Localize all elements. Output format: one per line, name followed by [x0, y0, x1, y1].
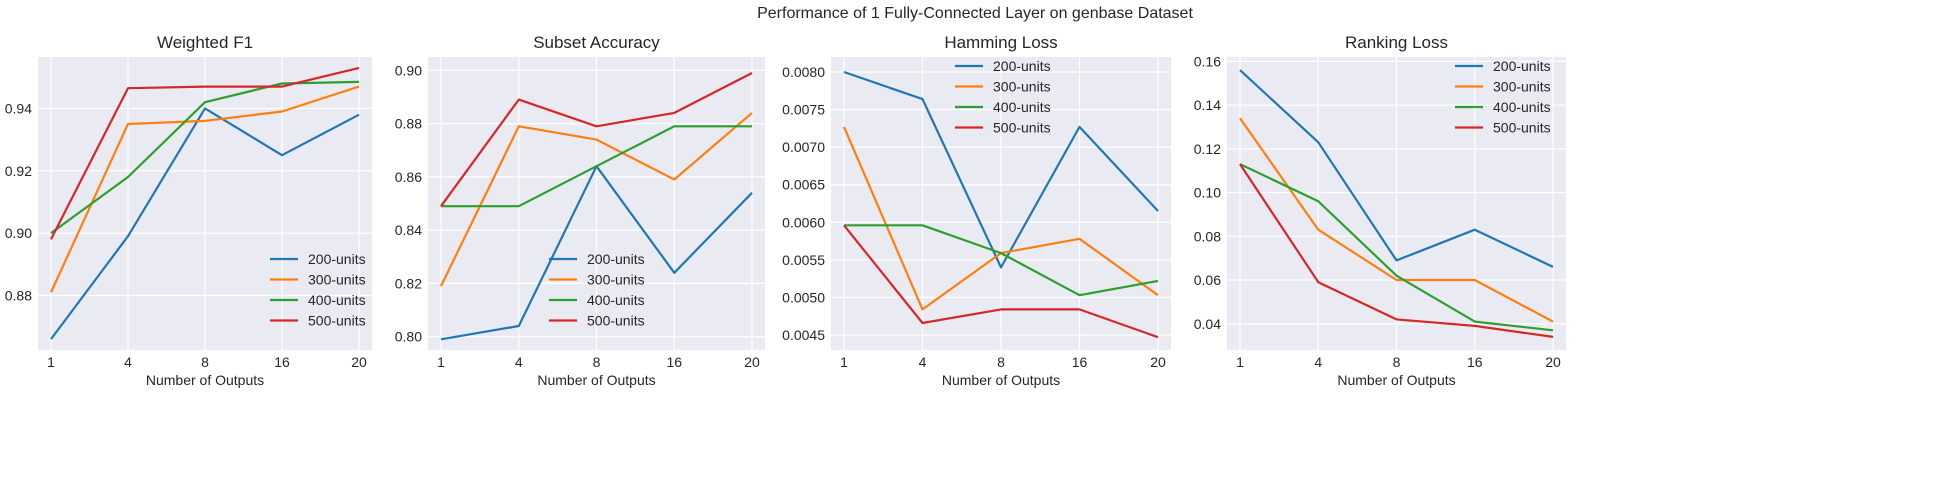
y-tick-label: 0.06 — [1194, 272, 1221, 288]
legend-entry: 500-units — [1493, 120, 1551, 136]
series-line-300-units — [49, 85, 360, 293]
legend-entry: 200-units — [993, 58, 1051, 74]
legend-entry: 400-units — [308, 292, 366, 308]
y-tick-label: 0.16 — [1194, 53, 1221, 69]
legend-entry: 300-units — [308, 272, 366, 288]
y-tick-label: 0.0075 — [782, 102, 825, 118]
series-line-400-units — [441, 125, 752, 208]
legend: 200-units 300-units 400-units 500-units — [1455, 58, 1551, 136]
series-line-200-units — [50, 107, 360, 340]
subplot-title: Hamming Loss — [944, 33, 1057, 52]
y-tick-label: 0.0055 — [782, 252, 825, 268]
y-tick-label: 0.90 — [395, 62, 422, 78]
legend: 200-units 300-units 400-units 500-units — [955, 58, 1051, 136]
y-tick-label: 0.0060 — [782, 214, 825, 230]
y-tick-label: 0.0070 — [782, 139, 825, 155]
legend: 200-units 300-units 400-units 500-units — [270, 251, 366, 329]
y-tick-label: 0.94 — [5, 100, 32, 116]
y-tick-label: 0.04 — [1194, 316, 1221, 332]
x-tick-label: 20 — [351, 354, 367, 370]
y-tick-label: 0.80 — [395, 329, 422, 345]
series-line-300-units — [440, 112, 753, 287]
x-tick-label: 16 — [666, 354, 682, 370]
x-tick-label: 20 — [1545, 354, 1561, 370]
y-tick-label: 0.88 — [395, 116, 422, 132]
y-tick-label: 0.92 — [5, 163, 32, 179]
subplot-1: 0.88 0.90 0.92 0.94 1 4 8 16 20 Weighted F1 Number… — [5, 33, 372, 388]
x-tick-label: 4 — [515, 354, 523, 370]
subplot-title: Subset Accuracy — [533, 33, 660, 52]
x-tick-label: 20 — [1150, 354, 1166, 370]
series-line-500-units — [440, 72, 753, 207]
x-axis-label: Number of Outputs — [942, 372, 1060, 388]
x-tick-label: 4 — [124, 354, 132, 370]
x-tick-label: 8 — [997, 354, 1005, 370]
y-tick-label: 0.14 — [1194, 97, 1221, 113]
subplot-3: 0.0045 0.0050 0.0055 0.0060 0.0065 0.0070 0.00… — [782, 33, 1171, 388]
x-tick-label: 1 — [47, 354, 55, 370]
x-axis-label: Number of Outputs — [537, 372, 655, 388]
subplot-title: Weighted F1 — [157, 33, 253, 52]
legend-entry: 300-units — [587, 272, 645, 288]
x-axis-label: Number of Outputs — [1337, 372, 1455, 388]
legend-entry: 200-units — [308, 251, 366, 267]
y-tick-label: 0.0050 — [782, 289, 825, 305]
series-line-500-units — [1239, 163, 1554, 338]
series-line-300-units — [1239, 117, 1554, 323]
y-tick-label: 0.08 — [1194, 228, 1221, 244]
x-tick-label: 4 — [919, 354, 927, 370]
x-tick-label: 16 — [1467, 354, 1483, 370]
subplot-2: 0.80 0.82 0.84 0.86 0.88 0.90 1 4 8 16 20 Subset Ac… — [395, 33, 765, 388]
x-tick-label: 1 — [840, 354, 848, 370]
x-tick-label: 20 — [744, 354, 760, 370]
subplot-4: 0.04 0.06 0.08 0.10 0.12 0.14 0.16 1 4 8 16 20 Ranki… — [1194, 33, 1566, 388]
legend-entry: 500-units — [308, 313, 366, 329]
y-tick-label: 0.0045 — [782, 327, 825, 343]
y-tick-label: 0.86 — [395, 169, 422, 185]
series-line-500-units — [50, 66, 360, 240]
x-tick-label: 8 — [1393, 354, 1401, 370]
y-tick-label: 0.90 — [5, 225, 32, 241]
y-tick-label: 0.0080 — [782, 64, 825, 80]
x-tick-label: 8 — [593, 354, 601, 370]
y-tick-label: 0.10 — [1194, 185, 1221, 201]
legend-entry: 400-units — [993, 99, 1051, 115]
legend-entry: 200-units — [587, 251, 645, 267]
series-line-400-units — [844, 224, 1159, 297]
legend-entry: 300-units — [1493, 79, 1551, 95]
series-line-200-units — [843, 70, 1159, 269]
series-line-500-units — [843, 224, 1159, 339]
legend-entry: 500-units — [993, 120, 1051, 136]
figure-suptitle: Performance of 1 Fully-Connected Layer o… — [757, 5, 1193, 22]
x-tick-label: 1 — [1236, 354, 1244, 370]
legend: 200-units 300-units 400-units 500-units — [549, 251, 645, 329]
legend-entry: 200-units — [1493, 58, 1551, 74]
x-tick-label: 8 — [201, 354, 209, 370]
series-line-400-units — [1239, 163, 1554, 332]
x-tick-label: 16 — [274, 354, 290, 370]
subplot-title: Ranking Loss — [1345, 33, 1448, 52]
y-tick-label: 0.12 — [1194, 141, 1221, 157]
y-tick-label: 0.84 — [395, 222, 422, 238]
x-tick-label: 4 — [1314, 354, 1322, 370]
series-line-200-units — [1239, 69, 1554, 268]
y-tick-label: 0.0065 — [782, 177, 825, 193]
x-axis-label: Number of Outputs — [146, 372, 264, 388]
legend-entry: 400-units — [587, 292, 645, 308]
x-tick-label: 1 — [437, 354, 445, 370]
legend-entry: 500-units — [587, 313, 645, 329]
legend-entry: 300-units — [993, 79, 1051, 95]
x-tick-label: 16 — [1072, 354, 1088, 370]
y-tick-label: 0.88 — [5, 287, 32, 303]
y-tick-label: 0.82 — [395, 275, 422, 291]
legend-entry: 400-units — [1493, 99, 1551, 115]
series-line-400-units — [50, 80, 360, 234]
